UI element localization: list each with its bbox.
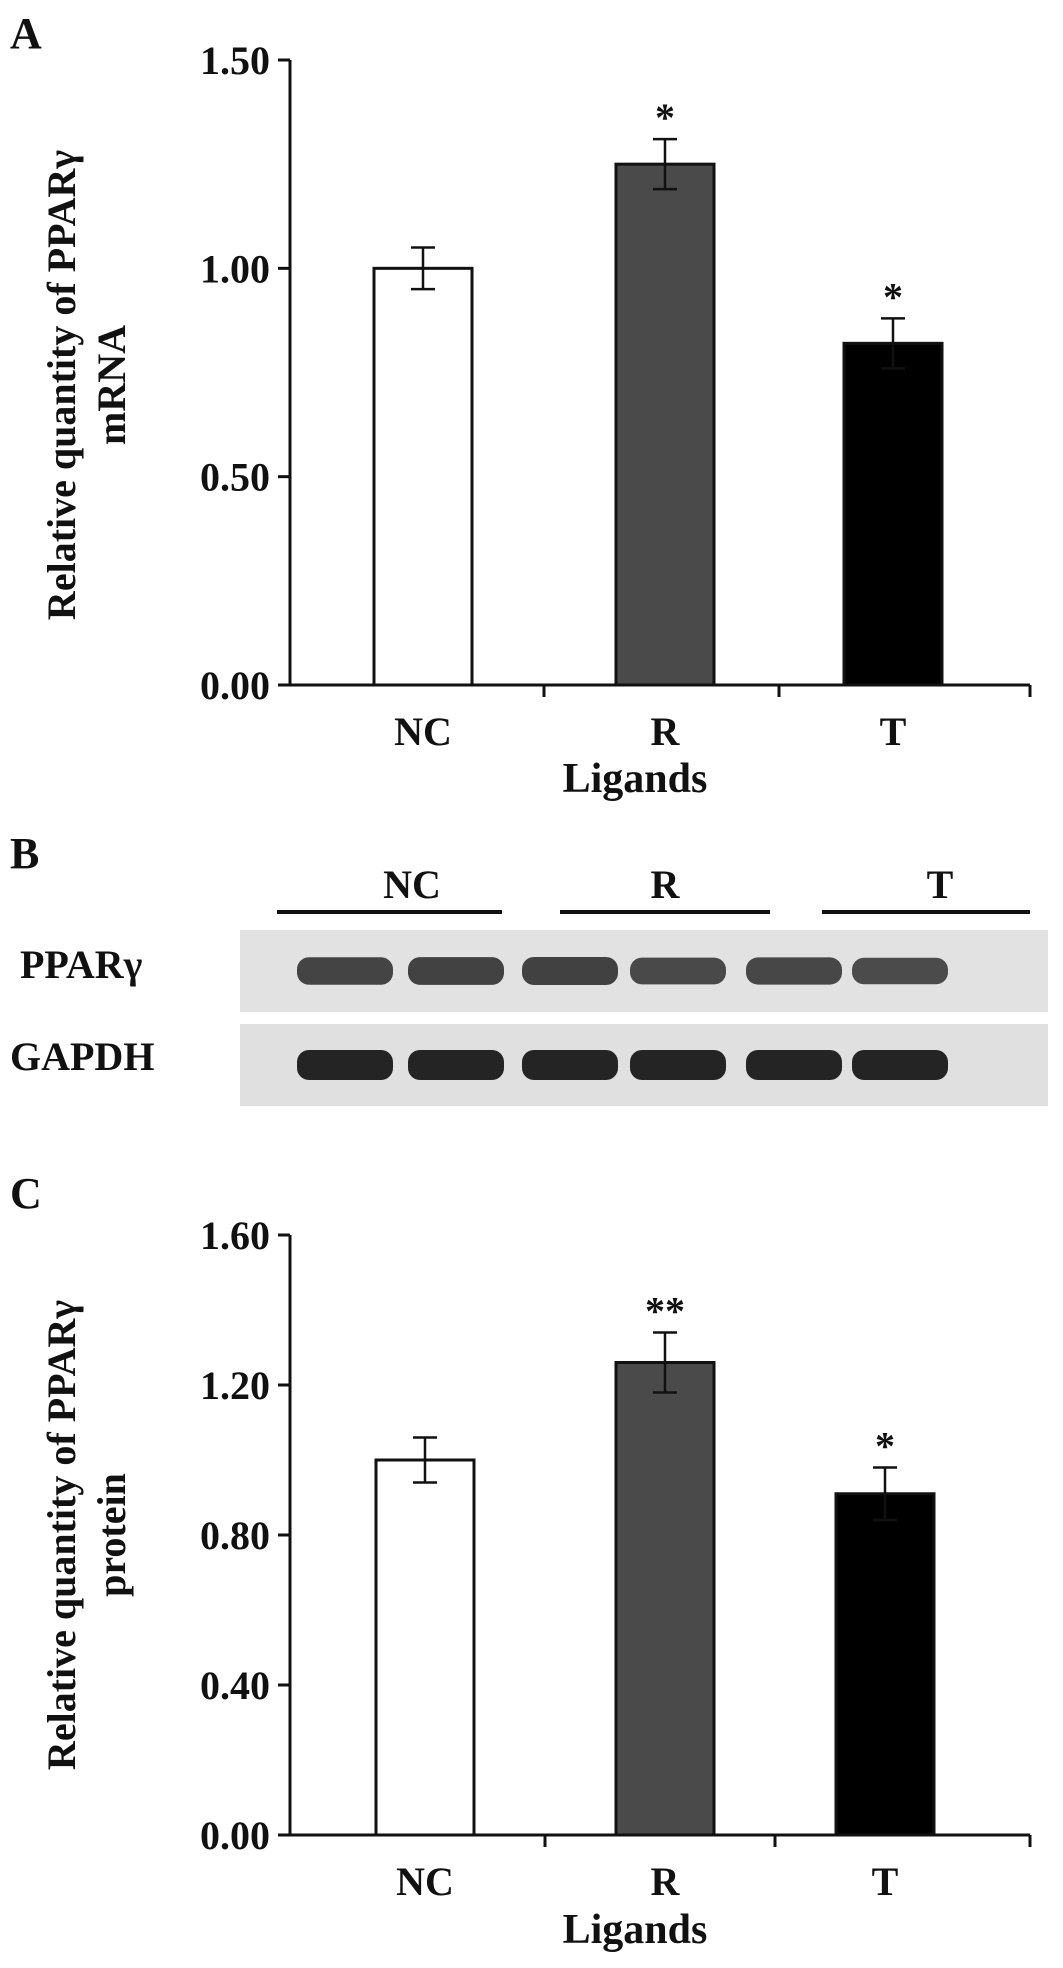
blot-band-gapdh bbox=[522, 1050, 618, 1080]
blot-band-ppar bbox=[630, 957, 726, 985]
blot-band-ppar bbox=[852, 957, 948, 985]
blot-band-ppar bbox=[746, 957, 842, 985]
category-label-a: NC bbox=[394, 709, 452, 754]
chart-a-mrna: 0.00 0.50 1.00 1.50 NC * R * T Ligands Relative qu… bbox=[39, 38, 1032, 802]
bar-a-r bbox=[614, 162, 716, 687]
western-blot-panel: NC R T PPARγ GAPDH bbox=[10, 862, 1048, 1106]
category-label-a: R bbox=[651, 709, 681, 754]
y-tick-label-c: 0.80 bbox=[200, 1513, 270, 1558]
blot-band-ppar bbox=[297, 957, 393, 985]
y-axis-title-line2-c: protein bbox=[89, 1473, 134, 1597]
category-label-c: R bbox=[651, 1859, 681, 1904]
category-label-c: T bbox=[872, 1859, 899, 1904]
blot-bands bbox=[297, 957, 948, 1080]
blot-group-label-nc: NC bbox=[383, 862, 441, 907]
y-tick-label-c: 1.20 bbox=[200, 1363, 270, 1408]
y-tick-label-c: 1.60 bbox=[200, 1213, 270, 1258]
y-axis-title-c: Relative quantity of PPARγ bbox=[39, 1300, 84, 1770]
blot-band-ppar bbox=[408, 957, 504, 985]
blot-group-label-t: T bbox=[927, 862, 954, 907]
y-tick-label-c: 0.00 bbox=[200, 1813, 270, 1858]
y-tick-label-a: 0.50 bbox=[200, 455, 270, 500]
y-axis-title-a: Relative quantity of PPARγ bbox=[39, 150, 84, 620]
y-tick-label-a: 1.50 bbox=[200, 38, 270, 83]
y-axis-title-line2-a: mRNA bbox=[89, 325, 134, 445]
blot-band-gapdh bbox=[297, 1050, 393, 1080]
category-label-a: T bbox=[880, 709, 907, 754]
panel-label-b: B bbox=[10, 829, 39, 878]
y-tick-label-a: 1.00 bbox=[200, 246, 270, 291]
blot-band-gapdh bbox=[746, 1050, 842, 1080]
blot-band-gapdh bbox=[408, 1050, 504, 1080]
bar-c-nc bbox=[374, 1458, 476, 1837]
blot-band-gapdh bbox=[852, 1050, 948, 1080]
bar-c-t bbox=[834, 1492, 936, 1837]
y-tick-label-a: 0.00 bbox=[200, 663, 270, 708]
category-label-c: NC bbox=[396, 1859, 454, 1904]
significance-mark-a: * bbox=[655, 95, 675, 140]
blot-row-label-ppar: PPARγ bbox=[20, 942, 143, 987]
x-axis-title-a: Ligands bbox=[563, 756, 708, 802]
panel-label-c: C bbox=[10, 1169, 42, 1218]
bar-a-nc bbox=[372, 266, 474, 687]
significance-mark-c: * bbox=[875, 1424, 895, 1469]
panel-label-a: A bbox=[10, 9, 42, 58]
blot-group-label-r: R bbox=[651, 862, 681, 907]
y-tick-label-c: 0.40 bbox=[200, 1663, 270, 1708]
significance-mark-c: ** bbox=[645, 1289, 685, 1334]
significance-mark-a: * bbox=[883, 274, 903, 319]
chart-c-protein: 0.00 0.40 0.80 1.20 1.60 NC ** R * T Ligands Relati… bbox=[39, 1213, 1032, 1953]
bar-a-t bbox=[842, 341, 944, 687]
blot-band-ppar bbox=[522, 957, 618, 985]
blot-band-gapdh bbox=[630, 1050, 726, 1080]
blot-row-label-gapdh: GAPDH bbox=[10, 1034, 154, 1079]
bar-c-r bbox=[614, 1361, 716, 1837]
x-axis-title-c: Ligands bbox=[563, 1907, 708, 1953]
